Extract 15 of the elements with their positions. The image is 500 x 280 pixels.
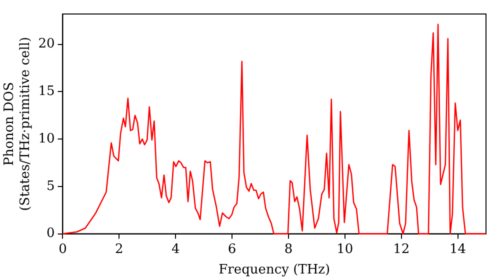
x-tick-label: 4 — [171, 242, 180, 257]
x-tick-label: 14 — [450, 242, 466, 257]
x-tick-label: 6 — [228, 242, 236, 257]
x-tick-label: 2 — [115, 242, 124, 257]
y-tick-label: 10 — [38, 131, 55, 146]
x-tick-label: 0 — [58, 242, 67, 257]
x-tick-label: 10 — [336, 242, 354, 257]
x-axis-title: Frequency (THz) — [218, 262, 330, 278]
y-axis-title: Phonon DOS (States/THz·primitive cell) — [2, 36, 33, 211]
y-tick-label: 15 — [38, 84, 55, 100]
x-tick-label: 12 — [393, 242, 410, 257]
y-tick-label: 20 — [38, 36, 55, 52]
y-tick-label: 0 — [46, 226, 55, 242]
y-tick-label: 5 — [46, 178, 55, 194]
x-tick-label: 8 — [284, 242, 293, 257]
